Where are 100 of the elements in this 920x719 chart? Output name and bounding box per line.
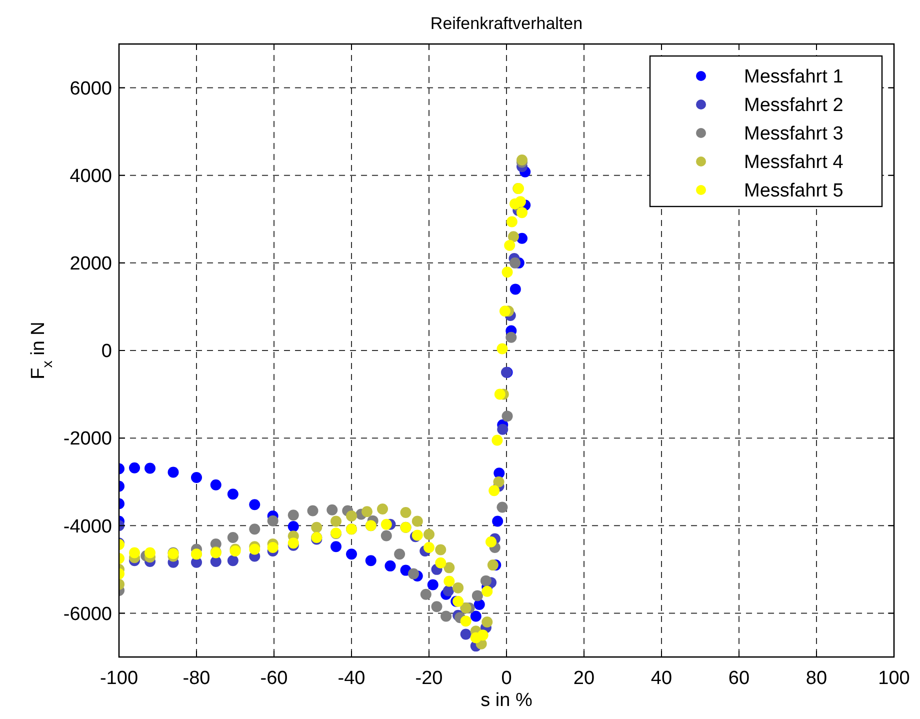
point <box>191 472 202 483</box>
y-tick-label: 2000 <box>70 254 112 275</box>
x-tick-label: 80 <box>806 668 828 689</box>
x-tick-label: -100 <box>100 668 138 689</box>
point <box>440 610 452 622</box>
point <box>482 616 493 628</box>
point <box>502 266 513 278</box>
point <box>431 601 442 612</box>
point <box>227 532 238 543</box>
point <box>504 240 516 251</box>
point <box>267 515 278 526</box>
point <box>362 506 372 518</box>
point <box>435 544 446 556</box>
point <box>346 510 357 522</box>
point <box>307 505 318 516</box>
point <box>510 284 521 295</box>
legend-label: Messfahrt 3 <box>744 124 844 145</box>
point <box>496 343 508 354</box>
point <box>408 568 419 580</box>
x-tick-label: -60 <box>260 668 288 689</box>
point <box>514 196 526 208</box>
point <box>470 610 482 622</box>
point <box>380 518 392 530</box>
point <box>493 476 504 488</box>
y-tick-label: -2000 <box>63 428 112 450</box>
point <box>435 557 446 568</box>
point <box>480 575 492 586</box>
y-tick-label: -4000 <box>63 516 112 538</box>
x-tick-label: -40 <box>338 668 366 689</box>
point <box>330 541 342 552</box>
point <box>210 479 222 490</box>
point <box>502 410 513 422</box>
point <box>506 216 518 228</box>
x-tick-label: 20 <box>573 668 595 689</box>
point <box>460 616 472 627</box>
y-tick-label: 4000 <box>70 166 112 188</box>
point <box>249 544 260 555</box>
x-tick-label: 100 <box>878 668 910 689</box>
x-tick-label: 40 <box>650 668 672 689</box>
point <box>482 586 493 597</box>
point <box>394 548 406 560</box>
point <box>288 510 299 521</box>
point <box>144 547 156 558</box>
point <box>499 306 510 317</box>
point <box>472 590 483 602</box>
point <box>330 516 342 527</box>
legend-label: Messfahrt 5 <box>744 180 844 202</box>
point <box>129 462 140 474</box>
x-tick-label: -20 <box>415 668 443 689</box>
point <box>326 504 338 516</box>
point <box>488 485 500 496</box>
point <box>444 576 455 587</box>
point <box>516 207 528 218</box>
point <box>129 547 140 558</box>
point <box>267 542 278 554</box>
point <box>227 488 238 500</box>
point <box>400 507 412 518</box>
point <box>168 466 179 478</box>
point <box>506 332 517 343</box>
x-tick-label: -80 <box>182 668 210 689</box>
point <box>346 548 357 560</box>
y-tick-label: 6000 <box>70 78 112 100</box>
legend-label: Messfahrt 4 <box>744 152 844 174</box>
point <box>474 598 485 610</box>
chart-title: Reifenkraftverhalten <box>430 14 583 33</box>
point <box>492 434 503 446</box>
point <box>412 516 423 527</box>
y-tick-label: -6000 <box>63 604 112 625</box>
point <box>144 462 156 474</box>
point <box>227 555 238 566</box>
point <box>452 582 464 594</box>
point <box>424 528 434 540</box>
point <box>288 521 299 532</box>
point <box>420 588 432 600</box>
point <box>427 579 438 590</box>
point <box>249 499 260 510</box>
x-tick-label: 0 <box>501 668 512 689</box>
point <box>424 542 434 554</box>
point <box>442 585 454 596</box>
legend-label: Messfahrt 2 <box>744 95 844 116</box>
point <box>384 560 396 572</box>
point <box>311 522 322 533</box>
point <box>377 504 388 515</box>
point <box>444 562 455 574</box>
point <box>496 502 508 513</box>
point <box>510 257 521 268</box>
point <box>492 516 504 527</box>
legend-label: Messfahrt 1 <box>744 66 844 88</box>
point <box>486 536 496 548</box>
y-tick-label: 0 <box>101 341 112 362</box>
x-axis-title: s in % <box>480 690 532 711</box>
point <box>365 555 376 566</box>
point <box>477 630 488 641</box>
point <box>249 524 260 535</box>
point <box>494 388 506 400</box>
point <box>508 231 519 242</box>
x-tick-label: 60 <box>728 668 750 689</box>
point <box>487 560 498 571</box>
point <box>380 530 392 542</box>
point <box>497 424 508 435</box>
